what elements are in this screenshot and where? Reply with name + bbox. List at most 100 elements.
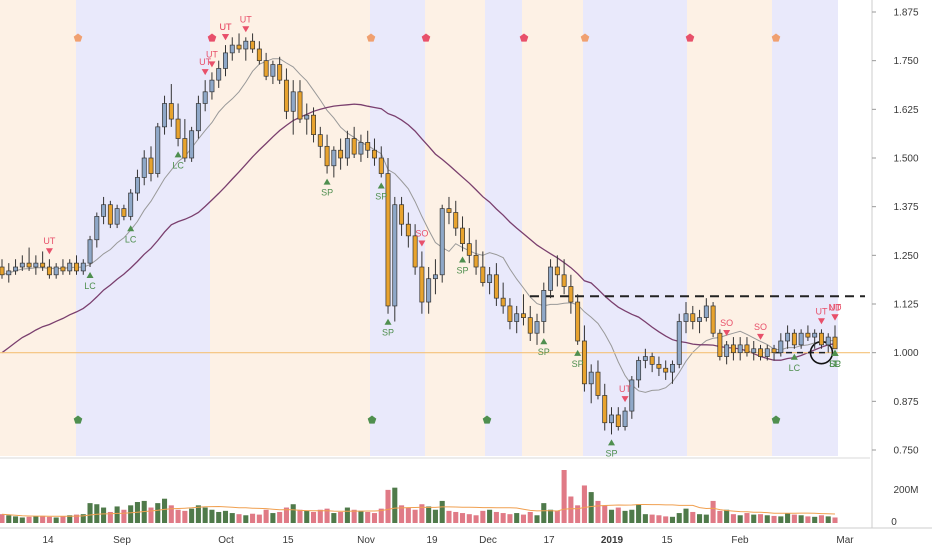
candle-body: [250, 40, 256, 50]
signal-triangle-down: [201, 69, 209, 76]
volume-bar: [80, 514, 86, 523]
candle-body: [744, 344, 750, 354]
candle-body: [324, 145, 330, 167]
price-tick-label: 1.375: [893, 202, 918, 213]
volume-bar: [575, 505, 581, 523]
x-tick-label: 15: [282, 535, 294, 546]
volume-bar: [378, 508, 384, 523]
candle-body: [277, 64, 283, 81]
pentagon-marker: [771, 415, 781, 424]
candle-body: [588, 371, 594, 385]
candle-body: [344, 138, 350, 159]
volume-bar: [757, 514, 764, 523]
volume-bar: [6, 515, 12, 523]
signal-triangle-up: [127, 225, 135, 232]
band: [772, 0, 838, 456]
volume-bar: [202, 507, 208, 523]
volume-bar: [730, 514, 736, 523]
volume-bar: [615, 507, 621, 523]
volume-bar: [602, 505, 608, 523]
candle-body: [141, 157, 147, 178]
band: [522, 0, 583, 456]
volume-bar: [554, 510, 560, 523]
volume-bar: [399, 505, 405, 523]
signal-label: LC: [172, 160, 184, 170]
volume-bar: [26, 516, 32, 523]
candle-body: [74, 262, 79, 272]
candle-body: [703, 305, 709, 318]
volume-bar: [53, 517, 59, 523]
candle-body: [595, 371, 601, 396]
signal-label: UT: [219, 22, 231, 32]
x-tick-label: 14: [42, 535, 54, 546]
candle-body: [690, 313, 696, 322]
candle-body: [460, 227, 465, 245]
volume-bar: [283, 507, 289, 523]
candle-body: [114, 208, 120, 225]
volume-bar: [737, 515, 743, 523]
x-tick-label: Sep: [113, 535, 131, 546]
volume-bar: [514, 513, 520, 523]
candle-body: [358, 142, 364, 155]
candle-body: [500, 297, 506, 307]
candle-body: [372, 149, 377, 159]
candle-body: [798, 332, 804, 346]
signal-triangle-up: [86, 272, 94, 279]
volume-bar: [432, 509, 438, 523]
volume-bar: [358, 510, 364, 523]
candle-body: [791, 332, 797, 346]
candle-body: [399, 204, 405, 225]
candle-body: [764, 348, 770, 357]
candle-body: [33, 262, 39, 268]
volume-bar: [812, 516, 818, 523]
volume-bar: [629, 509, 635, 523]
candle-body: [229, 44, 235, 54]
volume-bar: [419, 504, 425, 523]
volume-bar: [161, 498, 168, 523]
candle-body: [101, 204, 107, 217]
x-tick-label: Feb: [731, 535, 749, 546]
volume-bar: [561, 470, 567, 523]
signal-triangle-up: [384, 318, 392, 325]
candle-body: [527, 317, 533, 334]
candle-body: [87, 239, 93, 264]
volume-bar: [459, 513, 466, 523]
candle-body: [270, 64, 276, 77]
volume-bar: [697, 514, 703, 523]
volume-bar: [73, 514, 80, 523]
candle-body: [80, 262, 86, 272]
fast-moving-average: [1, 58, 835, 393]
pentagon-marker: [73, 415, 83, 424]
candle-body: [466, 243, 472, 256]
volume-bar: [0, 514, 5, 523]
candle-body: [521, 313, 526, 318]
volume-bar: [622, 510, 628, 523]
signal-label: SP: [606, 448, 618, 458]
candle-body: [758, 348, 763, 357]
volume-bar: [19, 517, 25, 523]
candle-body: [26, 262, 32, 268]
signal-label: SP: [829, 359, 841, 369]
volume-bar: [304, 510, 310, 523]
candle-body: [697, 317, 703, 322]
candle-body: [134, 177, 140, 194]
volume-bar: [148, 507, 154, 523]
volume-bar: [60, 516, 66, 523]
candle-body: [751, 348, 757, 354]
volume-bar: [128, 505, 134, 523]
candle-body: [107, 204, 113, 225]
volume-bar: [669, 516, 676, 523]
volume-bar: [297, 509, 303, 523]
candle-body: [412, 235, 418, 268]
band: [687, 0, 772, 456]
candle-body: [663, 367, 669, 373]
candle-body: [202, 91, 208, 104]
signal-triangle-down: [817, 318, 825, 325]
x-tick-label: 15: [661, 535, 673, 546]
volume-bar: [250, 513, 256, 523]
signal-triangle-up: [831, 349, 839, 356]
candle-body: [331, 149, 337, 167]
x-tick-label: Dec: [479, 535, 497, 546]
